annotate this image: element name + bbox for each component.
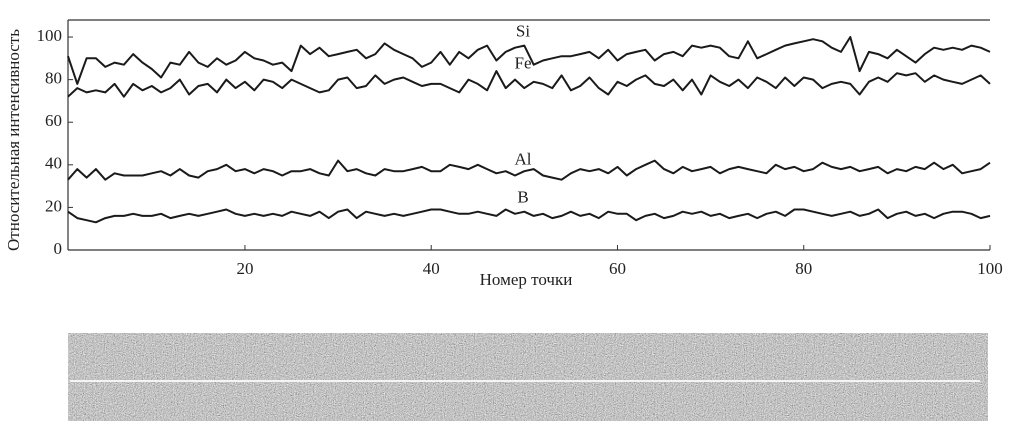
y-tick-label: 100: [37, 26, 63, 45]
page: Относительная интенсивность Номер точки …: [0, 0, 1011, 421]
y-tick-label: 80: [45, 69, 62, 88]
chart: Относительная интенсивность Номер точки …: [0, 0, 1011, 421]
y-tick-label: 0: [54, 239, 63, 258]
series-line: [68, 210, 990, 223]
x-tick-label: 20: [236, 259, 253, 278]
series-label: B: [517, 188, 528, 207]
x-tick-label: 80: [795, 259, 812, 278]
x-tick-label: 100: [977, 259, 1003, 278]
x-axis-label: Номер точки: [480, 270, 573, 289]
y-tick-label: 60: [45, 111, 62, 130]
y-axis-label: Относительная интенсивность: [4, 29, 23, 251]
series-label: Fe: [515, 54, 532, 73]
micrograph: [68, 333, 988, 421]
series-label: Al: [515, 149, 532, 168]
y-tick-label: 20: [45, 196, 62, 215]
series-line: [68, 71, 990, 97]
x-tick-label: 60: [609, 259, 626, 278]
x-tick-label: 40: [423, 259, 440, 278]
y-tick-label: 40: [45, 154, 62, 173]
series-label: Si: [516, 22, 530, 41]
